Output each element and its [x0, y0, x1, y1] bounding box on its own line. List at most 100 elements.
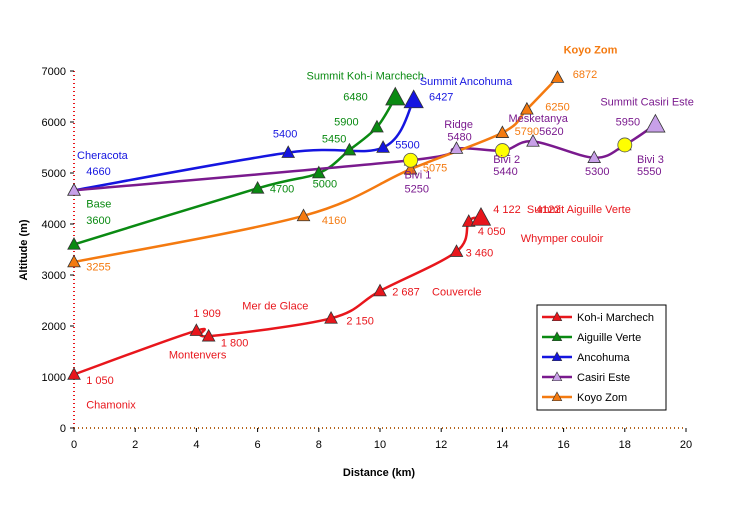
x-tick-label: 16 [557, 439, 569, 451]
data-label: 6250 [545, 101, 569, 113]
data-label: 5500 [395, 140, 419, 152]
data-point-casiri-este [587, 150, 602, 163]
y-tick-label: 0 [60, 423, 66, 435]
data-point-koh-i-marchech [324, 311, 338, 324]
data-point-aiguille-verte [311, 165, 326, 179]
data-label: Couvercle [432, 286, 482, 298]
data-point-koyo-zom [550, 70, 565, 83]
data-label: 5250 [404, 183, 428, 195]
legend-swatch-marker [551, 351, 563, 362]
data-point-koh-i-marchech [67, 367, 81, 380]
y-tick-label: 2000 [42, 321, 66, 333]
y-tick-label: 3000 [42, 270, 66, 282]
x-tick-label: 18 [619, 439, 631, 451]
data-label: Base [86, 199, 111, 211]
data-point-aiguille-verte [250, 180, 265, 194]
data-label: Mer de Glace [242, 301, 308, 313]
data-label: 3255 [86, 261, 110, 273]
legend-swatch-marker [551, 331, 563, 342]
data-label: 5480 [447, 131, 471, 143]
data-point-koh-i-marchech [189, 323, 204, 336]
data-label: 4700 [270, 183, 294, 195]
data-point-koyo-zom [403, 161, 418, 175]
legend-label: Aiguille Verte [577, 332, 641, 344]
data-label: 4160 [322, 215, 346, 227]
data-point-koh-i-marchech [449, 244, 464, 257]
legend-label: Koyo Zom [577, 392, 627, 404]
data-point-aiguille-verte [67, 237, 81, 250]
x-tick-label: 14 [496, 439, 508, 451]
data-label: 5000 [313, 178, 337, 190]
data-label: Ridge [444, 119, 473, 131]
data-label: Summit Koh-i Marchech [307, 71, 424, 83]
data-label: 5550 [637, 166, 661, 178]
series-markers [67, 70, 666, 380]
x-tick-label: 2 [132, 439, 138, 451]
legend-label: Casiri Este [577, 372, 630, 384]
x-tick-label: 6 [255, 439, 261, 451]
x-tick-label: 8 [316, 439, 322, 451]
data-label: Whymper couloir [521, 233, 604, 245]
data-label: 1 800 [221, 337, 249, 349]
data-label: Chamonix [86, 400, 136, 412]
data-label: 2 150 [346, 315, 374, 327]
data-point-koh-i-marchech [373, 283, 387, 297]
y-tick-label: 1000 [42, 372, 66, 384]
data-point-koh-i-marchech [461, 214, 476, 227]
data-label: Bivi 2 [493, 154, 520, 166]
data-label: Montenvers [169, 350, 227, 362]
data-point-koh-i-marchech [201, 328, 216, 342]
legend-swatch-marker [551, 391, 563, 402]
bivouac-marker [617, 137, 633, 153]
data-label: 5450 [322, 133, 346, 145]
x-tick-label: 4 [193, 439, 199, 451]
data-point-casiri-este [645, 113, 666, 133]
x-axis-title: Distance (km) [343, 467, 415, 479]
data-point-koyo-zom [67, 254, 81, 268]
data-label: Summit Ancohuma [420, 76, 513, 88]
data-label: 5075 [423, 162, 447, 174]
data-label: 1 050 [86, 375, 114, 387]
data-label: Summit Casiri Este [600, 97, 694, 109]
data-label: 5440 [493, 166, 517, 178]
data-label: 4660 [86, 166, 110, 178]
data-label: Summit Aiguille Verte [527, 204, 631, 216]
data-label: 3 460 [466, 248, 494, 260]
data-point-ancohuma [281, 145, 296, 158]
data-label: Bivi 1 [404, 170, 431, 182]
data-point-koh-i-marchech [470, 206, 492, 226]
data-label: 4 050 [478, 226, 506, 238]
data-label: 5790 [515, 126, 539, 138]
legend-label: Koh-i Marchech [577, 312, 654, 324]
data-label: 5900 [334, 117, 358, 129]
data-point-aiguille-verte [370, 119, 384, 133]
data-point-koyo-zom [495, 125, 510, 138]
data-label: 6480 [343, 92, 367, 104]
data-label: Bivi 3 [637, 154, 664, 166]
data-point-casiri-este [449, 141, 464, 154]
data-point-aiguille-verte [342, 142, 357, 156]
bivouac-marker [494, 143, 510, 158]
legend: Koh-i Marchech Aiguille Verte Ancohuma Casi… [536, 304, 667, 411]
series-line-casiri-este [73, 123, 657, 192]
data-point-aiguille-verte [385, 86, 406, 106]
data-label: Koyo Zom [564, 45, 618, 57]
data-label: 5400 [273, 128, 297, 140]
data-point-casiri-este [67, 183, 81, 196]
bivouac-marker [403, 152, 419, 168]
data-point-koyo-zom [520, 101, 534, 115]
data-point-ancohuma [403, 89, 424, 109]
data-label: Cheracota [77, 150, 129, 162]
y-tick-label: 6000 [42, 117, 66, 129]
data-point-ancohuma [376, 140, 390, 153]
legend-label: Ancohuma [577, 352, 630, 364]
legend-swatch-marker [551, 371, 563, 382]
y-tick-label: 5000 [42, 168, 66, 180]
data-label: 6427 [429, 92, 453, 104]
data-label: 5300 [585, 166, 609, 178]
legend-swatch-marker [551, 311, 563, 322]
legend-box [536, 304, 667, 411]
